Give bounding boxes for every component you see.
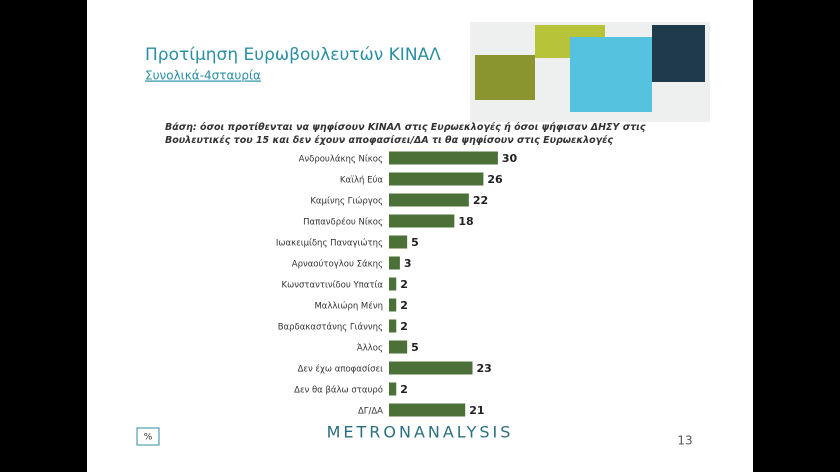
bar (389, 256, 400, 270)
bar (389, 172, 484, 186)
chart-subtitle: Συνολικά-4σταυρία (145, 69, 261, 83)
chart-note: Βάση: όσοι προτίθενται να ψηφίσουν ΚΙΝΑΛ… (165, 122, 646, 146)
unit-label: % (144, 433, 153, 443)
category-label: Καμίνης Γιώργος (310, 196, 383, 207)
category-label: Δεν θα βάλω σταυρό (294, 385, 383, 396)
bar (389, 319, 397, 333)
value-label: 21 (469, 404, 484, 417)
unit-box (136, 427, 160, 446)
bar (389, 235, 408, 249)
bar (389, 151, 498, 165)
category-label: ΔΓ/ΔΑ (358, 407, 383, 417)
category-label: Καϊλή Εύα (340, 175, 383, 186)
value-label: 2 (400, 299, 408, 312)
value-label: 5 (411, 236, 419, 249)
value-label: 3 (404, 257, 412, 270)
logo: METRONANALYSIS (327, 423, 514, 442)
category-label: Βαρδακαστάνης Γιάννης (278, 323, 383, 333)
decor (652, 25, 705, 82)
category-label: Μαλλιώρη Μένη (314, 301, 383, 312)
decor (570, 37, 652, 112)
bar (389, 382, 397, 396)
value-label: 22 (473, 194, 488, 207)
category-label: Παπανδρέου Νίκος (303, 217, 383, 228)
bar (389, 214, 455, 228)
category-label: Αρναούτογλου Σάκης (292, 259, 383, 270)
category-label: Δεν έχω αποφασίσει (298, 364, 384, 375)
value-label: 30 (502, 152, 518, 165)
value-label: 18 (458, 215, 473, 228)
category-label: Άλλος (357, 344, 383, 354)
bar (389, 403, 466, 417)
value-label: 23 (476, 362, 491, 375)
bar (389, 277, 397, 291)
bar (389, 340, 408, 354)
page-number: 13 (677, 434, 692, 448)
bar (389, 298, 397, 312)
chart-title: Προτίμηση Ευρωβουλευτών ΚΙΝΑΛ (145, 45, 441, 65)
bar (389, 361, 473, 375)
category-label: Ανδρουλάκης Νίκος (299, 155, 383, 165)
category-label: Ιωακειμίδης Παναγιώτης (276, 238, 383, 249)
decor (475, 55, 535, 100)
category-label: Κωνσταντινίδου Υπατία (282, 281, 384, 291)
value-label: 26 (487, 173, 503, 186)
value-label: 2 (400, 320, 408, 333)
value-label: 2 (400, 383, 408, 396)
value-label: 5 (411, 341, 419, 354)
bar (389, 193, 469, 207)
value-label: 2 (400, 278, 408, 291)
